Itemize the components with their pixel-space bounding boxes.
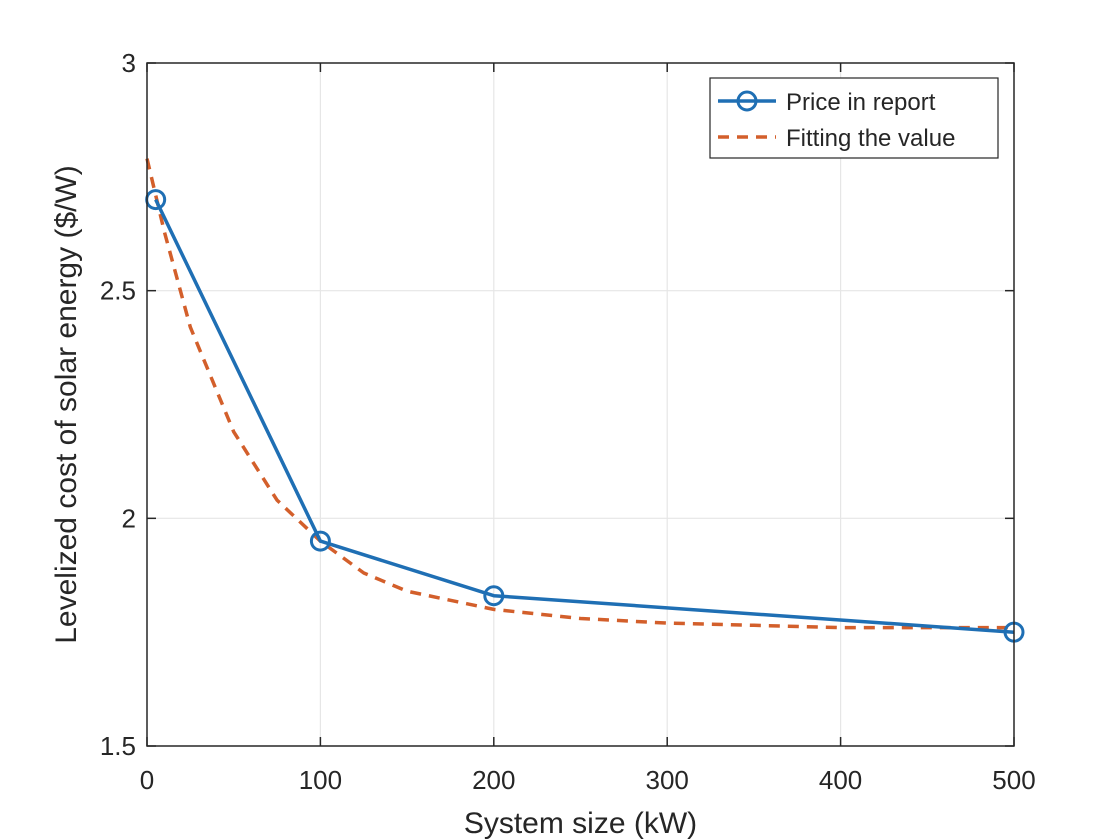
data-point-price-in-report xyxy=(309,530,331,552)
x-tick-label: 100 xyxy=(299,765,342,795)
y-tick-label: 3 xyxy=(122,48,136,78)
x-tick-label: 200 xyxy=(472,765,515,795)
series-layer xyxy=(145,158,1025,643)
legend-label-fitting-the-value: Fitting the value xyxy=(786,125,955,152)
axes-box xyxy=(146,62,1015,747)
legend-box xyxy=(709,77,999,159)
data-point-price-in-report xyxy=(483,585,505,607)
series-line-fitting-the-value xyxy=(145,158,1014,630)
legend-label-price-in-report: Price in report xyxy=(786,89,936,116)
ticks-layer: 0 100 200 300 400 500 1.5 2 2.5 3 xyxy=(100,48,1036,795)
x-tick-label: 500 xyxy=(992,765,1035,795)
grid-lines xyxy=(147,63,1014,746)
y-axis-title: Levelized cost of solar energy ($/W) xyxy=(50,165,83,644)
x-tick-label: 300 xyxy=(646,765,689,795)
y-tick-label: 1.5 xyxy=(100,731,136,761)
x-tick-label: 400 xyxy=(819,765,862,795)
legend-marker-price-in-report xyxy=(736,90,758,112)
series-line-price-in-report xyxy=(154,198,1015,634)
y-tick-label: 2.5 xyxy=(100,276,136,306)
plot-area xyxy=(147,63,1014,746)
legend: Price in report Fitting the value xyxy=(709,77,999,159)
y-tick-label: 2 xyxy=(122,503,136,533)
x-axis-title: System size (kW) xyxy=(464,807,697,840)
x-tick-label: 0 xyxy=(140,765,154,795)
